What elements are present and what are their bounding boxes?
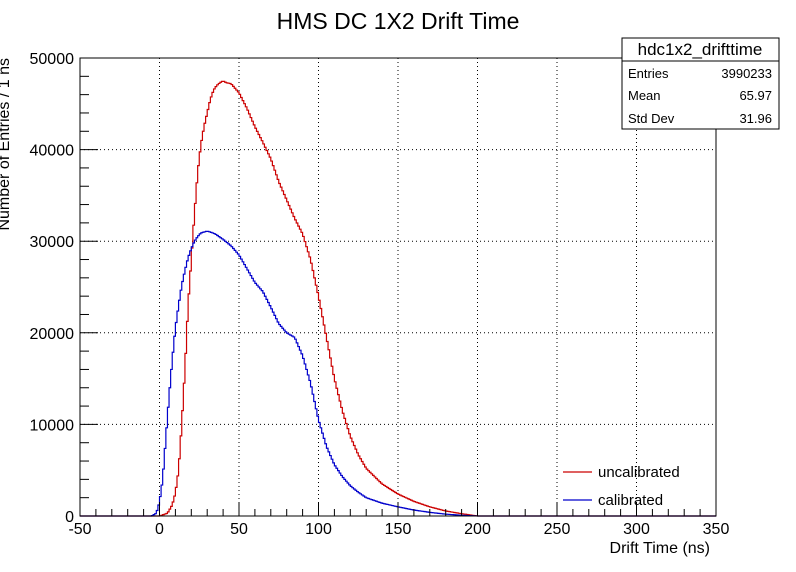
stats-value-stddev: 31.96 (739, 111, 772, 126)
legend-label-calibrated: calibrated (598, 492, 663, 509)
grid (80, 58, 716, 516)
x-axis-title: Drift Time (ns) (610, 540, 710, 557)
x-tick-label: 300 (623, 521, 650, 538)
x-tick-label: 50 (230, 521, 248, 538)
y-axis-title: Number of Entries / 1 ns (0, 58, 13, 231)
y-tick-label: 30000 (30, 234, 75, 251)
legend: uncalibrated calibrated (563, 464, 680, 509)
y-tick-label: 20000 (30, 326, 75, 343)
y-tick-label: 10000 (30, 417, 75, 434)
chart-title: HMS DC 1X2 Drift Time (277, 8, 520, 34)
x-tick-label: 0 (155, 521, 164, 538)
x-tick-label: 100 (305, 521, 332, 538)
stats-label-stddev: Std Dev (628, 111, 675, 126)
stats-value-mean: 65.97 (739, 88, 772, 103)
stats-box-title: hdc1x2_drifttime (638, 40, 763, 59)
axes: -50 0 50 100 150 200 250 300 3500100002000030000… (30, 51, 730, 538)
x-tick-label: 350 (703, 521, 730, 538)
x-tick-label: 250 (544, 521, 571, 538)
stats-value-entries: 3990233 (721, 66, 772, 81)
stats-label-mean: Mean (628, 88, 661, 103)
y-tick-label: 50000 (30, 51, 75, 68)
y-tick-label: 40000 (30, 143, 75, 160)
y-tick-label: 0 (65, 509, 74, 526)
legend-label-uncalibrated: uncalibrated (598, 464, 680, 481)
x-tick-label: 200 (464, 521, 491, 538)
x-tick-label: 150 (385, 521, 412, 538)
stats-label-entries: Entries (628, 66, 669, 81)
stats-box: hdc1x2_drifttime Entries 3990233 Mean 65… (621, 37, 780, 130)
x-tick-label: -50 (68, 521, 91, 538)
stats-box-frame (621, 37, 780, 130)
